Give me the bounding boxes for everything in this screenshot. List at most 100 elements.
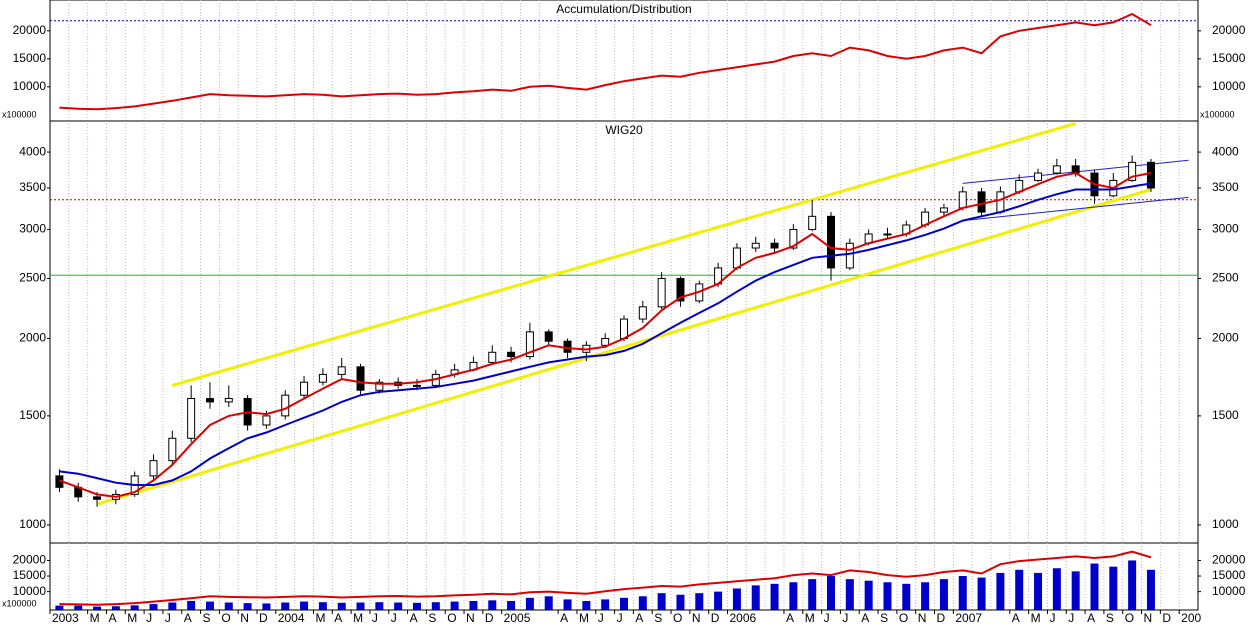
y-tick-label: 20000 [1212, 553, 1246, 567]
unit-label: x100000 [2, 109, 37, 119]
series-line [59, 550, 1152, 606]
candle-body [1034, 172, 1043, 181]
volume-bar [996, 572, 1005, 610]
volume-bar [205, 601, 214, 610]
x-tick-label: D [485, 611, 494, 625]
panel-title: Accumulation/Distribution [556, 2, 691, 16]
y-tick-label: 20000 [1212, 23, 1246, 37]
y-tick-label: 2500 [1212, 271, 1239, 285]
volume-bar [1128, 560, 1137, 610]
volume-bar [488, 600, 497, 610]
y-tick-label: 3500 [19, 180, 46, 194]
trend-line [171, 121, 1077, 387]
volume-bar [1071, 571, 1080, 610]
y-tick-label: 10000 [13, 584, 47, 598]
x-tick-label: A [1087, 611, 1095, 625]
volume-bar [921, 582, 930, 610]
volume-bar [601, 599, 610, 610]
candle-body [375, 381, 384, 391]
y-tick-label: 2500 [19, 271, 46, 285]
x-tick-label: M [1031, 611, 1041, 625]
x-tick-label: A [410, 611, 418, 625]
volume-bar [845, 579, 854, 610]
x-tick-label: A [786, 611, 794, 625]
candle-body [638, 306, 647, 320]
candle-body [205, 398, 214, 403]
x-tick-label: J [165, 611, 171, 625]
x-tick-label: A [334, 611, 342, 625]
volume-bar [243, 603, 252, 610]
x-tick-label: M [127, 611, 137, 625]
candle-body [808, 215, 817, 230]
candle-body [1071, 165, 1080, 174]
y-tick-label: 1000 [1212, 517, 1239, 531]
x-tick-label: A [184, 611, 192, 625]
x-tick-label: J [372, 611, 378, 625]
candle-body [1052, 165, 1061, 174]
volume-bar [808, 579, 817, 610]
x-tick-label: J [146, 611, 152, 625]
candle-body [883, 233, 892, 236]
x-tick-label: O [447, 611, 456, 625]
y-tick-label: 15000 [13, 51, 47, 65]
volume-bar [130, 605, 139, 610]
unit-label: x100000 [1200, 109, 1235, 119]
trend-line [96, 188, 1152, 506]
volume-bar [714, 591, 723, 610]
candle-body [224, 398, 233, 403]
volume-bar [939, 579, 948, 610]
volume-bar [563, 599, 572, 610]
x-tick-label: M [90, 611, 100, 625]
candle-body [412, 384, 421, 387]
volume-bar [187, 600, 196, 610]
volume-bar [300, 601, 309, 610]
volume-bar [55, 605, 64, 610]
volume-bar [620, 597, 628, 610]
x-tick-label: J [842, 611, 848, 625]
candle-body [845, 242, 854, 269]
x-tick-label: N [466, 611, 475, 625]
x-tick-label: S [654, 611, 662, 625]
y-tick-label: 10000 [1212, 79, 1246, 93]
y-tick-label: 10000 [13, 79, 47, 93]
x-tick-label: A [1012, 611, 1020, 625]
volume-bar [507, 600, 516, 610]
x-tick-label: 2003 [52, 611, 79, 625]
x-tick-label: D [259, 611, 268, 625]
volume-bar [789, 582, 798, 610]
series-line [59, 182, 1152, 486]
x-tick-label: A [861, 611, 869, 625]
x-tick-label: S [428, 611, 436, 625]
y-tick-label: 4000 [19, 144, 46, 158]
volume-bar [111, 606, 120, 610]
x-tick-label: N [1144, 611, 1153, 625]
volume-bar [977, 577, 986, 610]
x-tick-label: J [1049, 611, 1055, 625]
candle-body [620, 318, 628, 340]
unit-label: x100000 [2, 598, 37, 608]
volume-bar [318, 602, 327, 610]
volume-bar [638, 596, 647, 610]
x-tick-label: J [1068, 611, 1074, 625]
candle-body [996, 191, 1005, 213]
volume-bar [356, 602, 365, 610]
volume-bar [732, 588, 741, 610]
candle-body [977, 191, 986, 213]
y-tick-label: 15000 [13, 568, 47, 582]
x-tick-label: N [692, 611, 701, 625]
volume-bar [1090, 563, 1099, 610]
candle-body [281, 394, 290, 417]
x-tick-label: M [805, 611, 815, 625]
volume-bar [544, 596, 553, 610]
candle-body [488, 351, 497, 363]
volume-bar [1015, 569, 1024, 610]
volume-bar [827, 576, 836, 610]
x-tick-label: 2005 [504, 611, 531, 625]
volume-bar [1034, 572, 1043, 610]
candle-body [732, 247, 741, 269]
x-tick-label: S [1106, 611, 1114, 625]
x-tick-label: D [711, 611, 720, 625]
x-tick-label: S [203, 611, 211, 625]
